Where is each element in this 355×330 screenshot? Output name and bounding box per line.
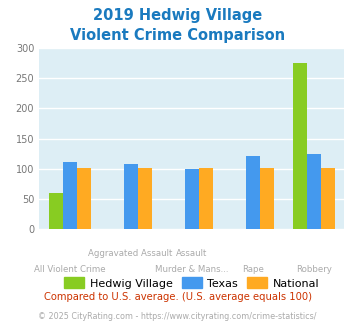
Text: Robbery: Robbery: [296, 265, 332, 275]
Text: Violent Crime Comparison: Violent Crime Comparison: [70, 28, 285, 43]
Text: Assault: Assault: [176, 249, 207, 258]
Text: Murder & Mans...: Murder & Mans...: [155, 265, 229, 275]
Bar: [246, 155, 260, 229]
Legend: Hedwig Village, Texas, National: Hedwig Village, Texas, National: [60, 273, 323, 293]
Bar: [124, 164, 138, 229]
Bar: [185, 169, 199, 229]
Bar: [307, 154, 321, 229]
Text: Compared to U.S. average. (U.S. average equals 100): Compared to U.S. average. (U.S. average …: [44, 292, 311, 302]
Text: All Violent Crime: All Violent Crime: [34, 265, 105, 275]
Bar: [77, 168, 91, 229]
Text: Aggravated Assault: Aggravated Assault: [88, 249, 173, 258]
Text: © 2025 CityRating.com - https://www.cityrating.com/crime-statistics/: © 2025 CityRating.com - https://www.city…: [38, 312, 317, 321]
Bar: [138, 168, 152, 229]
Bar: [260, 168, 274, 229]
Bar: [199, 168, 213, 229]
Bar: [49, 193, 62, 229]
Text: 2019 Hedwig Village: 2019 Hedwig Village: [93, 8, 262, 23]
Text: Rape: Rape: [242, 265, 264, 275]
Bar: [321, 168, 335, 229]
Bar: [62, 162, 77, 229]
Bar: [293, 63, 307, 229]
